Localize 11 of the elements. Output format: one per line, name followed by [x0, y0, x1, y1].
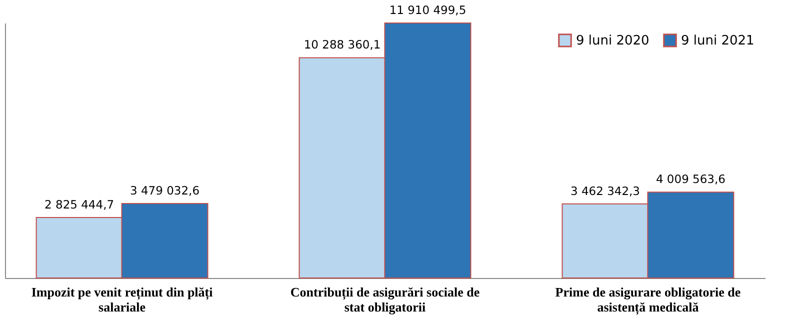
data-label: 3 462 342,3	[570, 184, 640, 198]
data-label: 4 009 563,6	[656, 172, 726, 186]
legend-label: 9 luni 2021	[681, 33, 754, 48]
data-label: 2 825 444,7	[44, 198, 114, 212]
data-label: 11 910 499,5	[389, 3, 466, 17]
data-label: 10 288 360,1	[304, 38, 381, 52]
legend-label: 9 luni 2020	[576, 33, 650, 48]
x-tick-label: Impozit pe venit reținut din plăți salariale	[31, 284, 214, 314]
x-tick-label: Contribuții de asigurări sociale de stat obligatorii	[290, 284, 480, 314]
x-tick-label: Prime de asigurare obligatorie de asistență medicală	[555, 284, 741, 316]
data-label: 3 479 032,6	[130, 184, 200, 198]
